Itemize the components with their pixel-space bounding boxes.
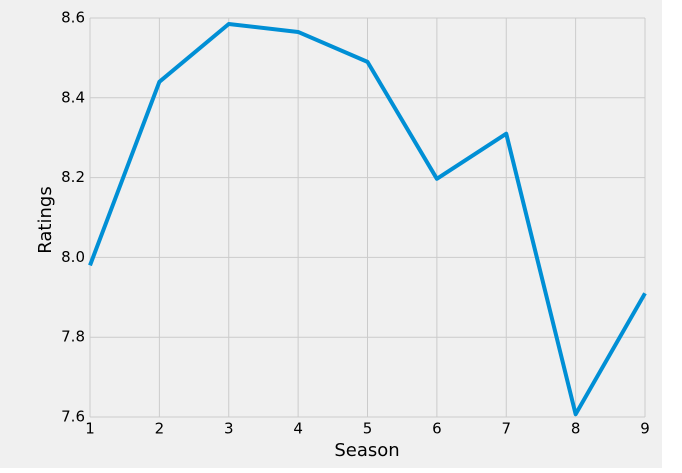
- x-tick-label: 9: [640, 420, 650, 438]
- x-tick-label: 1: [85, 420, 95, 438]
- plot: [88, 21, 647, 417]
- y-tick-label: 7.6: [61, 408, 85, 426]
- x-tick-label: 8: [571, 420, 581, 438]
- y-tick-label: 8.4: [61, 88, 85, 106]
- grid: [89, 17, 646, 418]
- figure-background: [0, 0, 662, 468]
- x-tick-label: 4: [293, 420, 303, 438]
- x-tick-label: 5: [363, 420, 373, 438]
- x-tick-label: 3: [224, 420, 234, 438]
- y-axis-label: Ratings: [35, 186, 56, 253]
- data-line: [88, 21, 647, 417]
- y-tick-label: 8.2: [61, 168, 85, 186]
- x-tick-label: 6: [432, 420, 442, 438]
- y-tick-label: 7.8: [61, 328, 85, 346]
- x-axis-label: Season: [334, 440, 399, 461]
- y-tick-label: 8.6: [61, 9, 85, 27]
- y-tick-label: 8.0: [61, 248, 85, 266]
- x-tick-label: 7: [501, 420, 511, 438]
- x-tick-label: 2: [155, 420, 165, 438]
